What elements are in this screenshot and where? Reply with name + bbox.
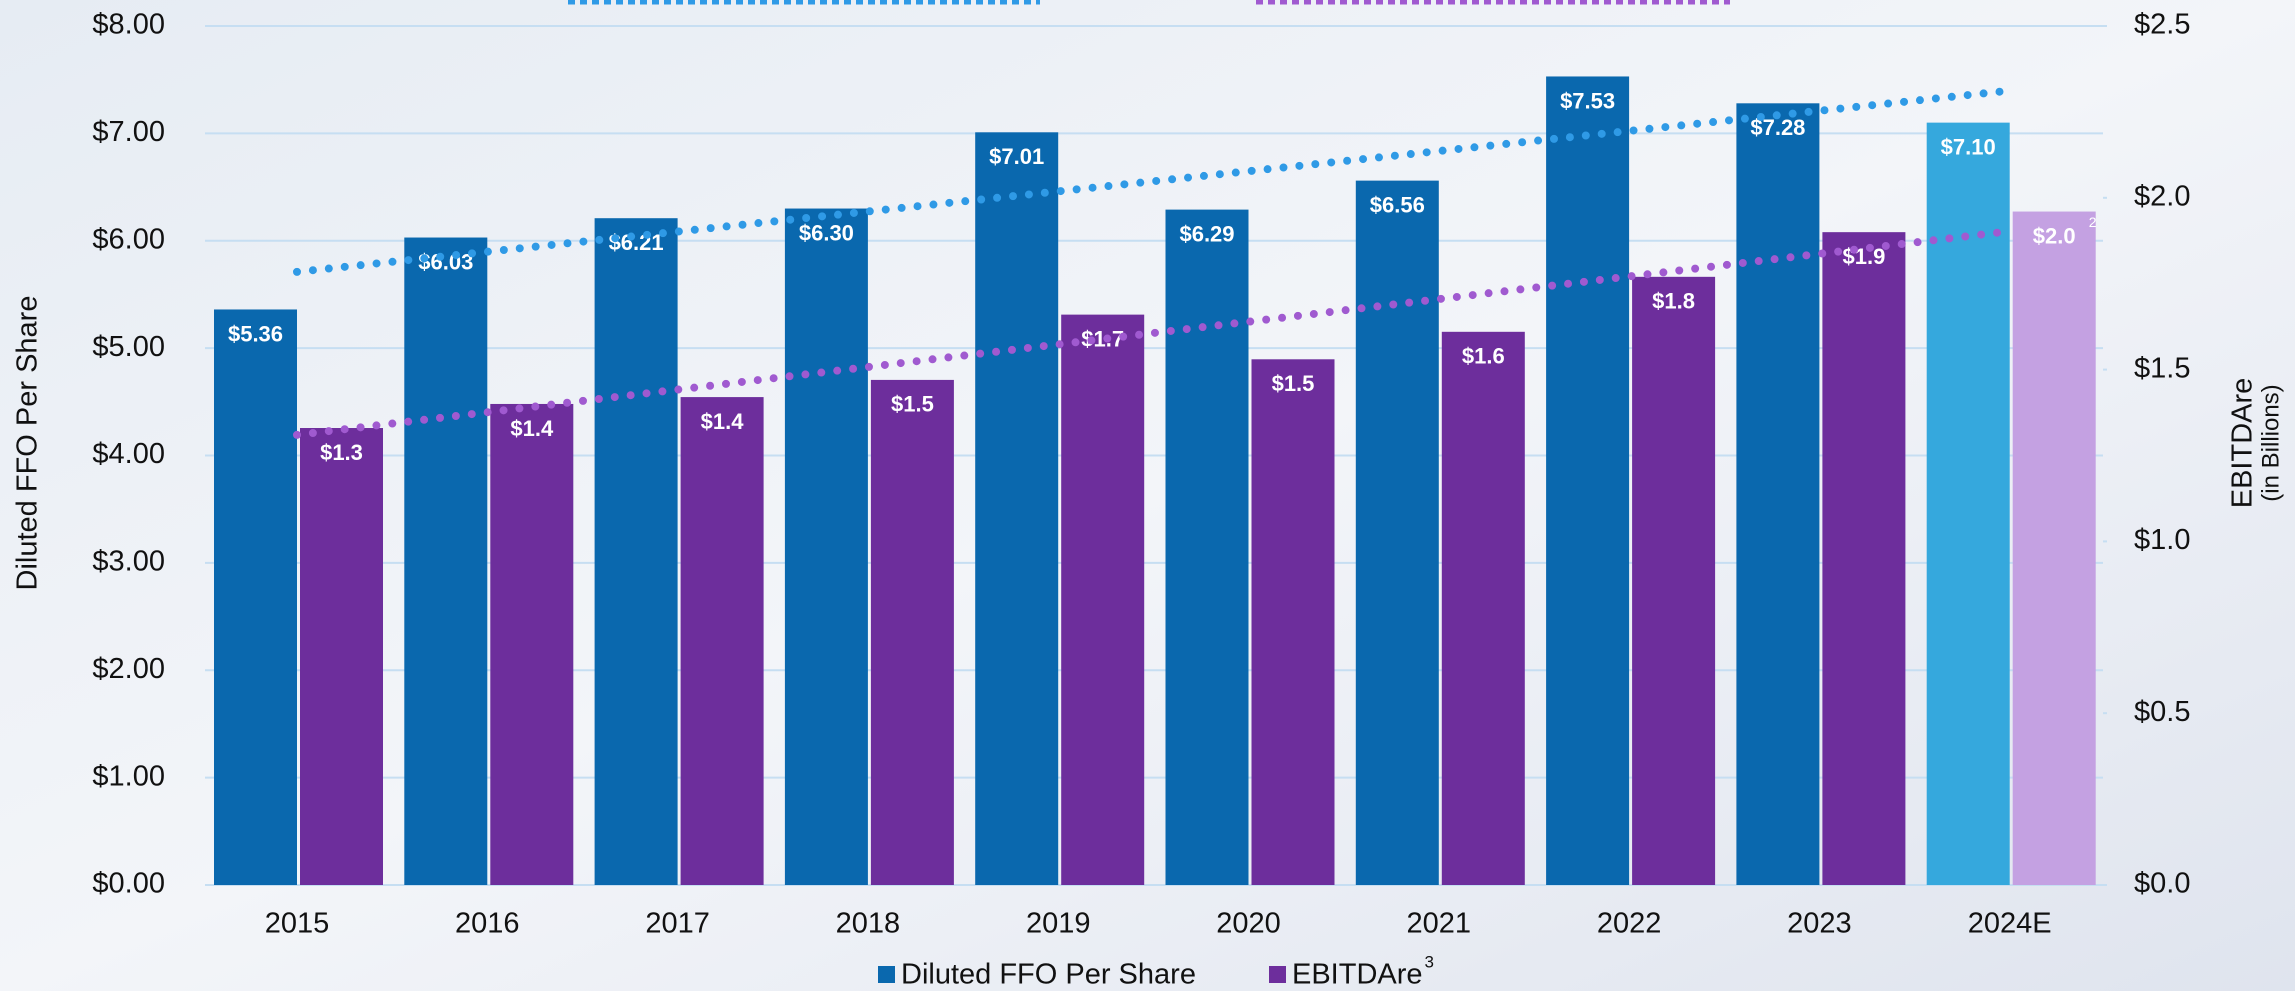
x-tick-label: 2015	[265, 908, 330, 940]
y2-tick-label: $0.0	[2134, 868, 2190, 900]
y2-tick-label: $1.0	[2134, 524, 2190, 556]
x-tick-label: 2019	[1026, 908, 1091, 940]
bar-value-label: $7.10	[1941, 134, 1996, 159]
y-axis-title: Diluted FFO Per Share	[12, 296, 44, 591]
bar-value-label: $1.4	[510, 416, 554, 441]
footnote-marker: 2	[2089, 214, 2097, 230]
y2-axis-subtitle: (in Billions)	[2257, 384, 2284, 501]
bar	[1736, 103, 1820, 885]
y2-tick-label: $2.5	[2134, 9, 2190, 41]
bar-value-label: $1.5	[891, 392, 934, 417]
bar	[680, 397, 764, 885]
y-tick-label: $7.00	[92, 116, 165, 148]
bar-value-label: $1.9	[1842, 244, 1885, 269]
y-tick-label: $5.00	[92, 331, 165, 363]
bar-value-label: $1.5	[1272, 371, 1315, 396]
legend-label: Diluted FFO Per Share	[901, 959, 1196, 991]
bar-value-label: $6.30	[799, 220, 854, 245]
bar	[1822, 232, 1906, 885]
bar-value-label: $1.4	[701, 409, 745, 434]
x-tick-label: 2021	[1407, 908, 1472, 940]
x-tick-label: 2024E	[1968, 908, 2052, 940]
legend-label: EBITDAre	[1292, 959, 1423, 991]
bar	[1546, 76, 1630, 885]
bar	[2012, 211, 2096, 885]
y2-tick-label: $0.5	[2134, 696, 2190, 728]
y-tick-label: $8.00	[92, 9, 165, 41]
legend-swatch	[878, 966, 895, 983]
bar-value-label: $5.36	[228, 321, 283, 346]
y-tick-label: $3.00	[92, 546, 165, 578]
bar	[1926, 122, 2010, 885]
y-tick-label: $2.00	[92, 653, 165, 685]
bar-value-label: $6.03	[418, 249, 473, 274]
bar-value-label: $6.56	[1370, 192, 1425, 217]
trendline	[293, 228, 2006, 439]
bar	[1165, 209, 1249, 885]
bar	[1251, 359, 1335, 885]
y2-axis-title: EBITDAre	[2227, 378, 2259, 509]
bar-value-label: $7.01	[989, 144, 1044, 169]
bar-value-label: $6.21	[609, 230, 664, 255]
bar-value-label: $7.53	[1560, 88, 1615, 113]
trendline	[293, 87, 2006, 276]
bar	[975, 132, 1059, 885]
bar	[1355, 180, 1439, 885]
bar-value-label: $2.0	[2033, 223, 2076, 248]
bar	[404, 237, 488, 885]
legend-footnote: 3	[1425, 952, 1434, 971]
legend-swatch	[1269, 966, 1286, 983]
y2-tick-label: $1.5	[2134, 352, 2190, 384]
y-tick-label: $1.00	[92, 760, 165, 792]
bar	[870, 379, 954, 885]
bar-value-label: $1.8	[1652, 289, 1695, 314]
bar	[1632, 276, 1716, 885]
bar	[300, 428, 383, 885]
x-tick-label: 2020	[1216, 908, 1281, 940]
x-tick-label: 2018	[836, 908, 901, 940]
bar-value-label: $6.29	[1179, 221, 1234, 246]
y-tick-label: $4.00	[92, 438, 165, 470]
x-tick-label: 2023	[1787, 908, 1852, 940]
bar	[490, 403, 574, 885]
y-tick-label: $0.00	[92, 868, 165, 900]
y-tick-label: $6.00	[92, 223, 165, 255]
bar	[594, 218, 678, 886]
x-tick-label: 2016	[455, 908, 520, 940]
bar	[214, 309, 297, 886]
bar-value-label: $1.6	[1462, 344, 1505, 369]
bar	[784, 208, 868, 886]
x-tick-label: 2017	[645, 908, 710, 940]
bar-value-label: $1.3	[320, 440, 363, 465]
bar	[1441, 331, 1525, 886]
y2-tick-label: $2.0	[2134, 180, 2190, 212]
bar	[1061, 314, 1145, 885]
x-tick-label: 2022	[1597, 908, 1662, 940]
